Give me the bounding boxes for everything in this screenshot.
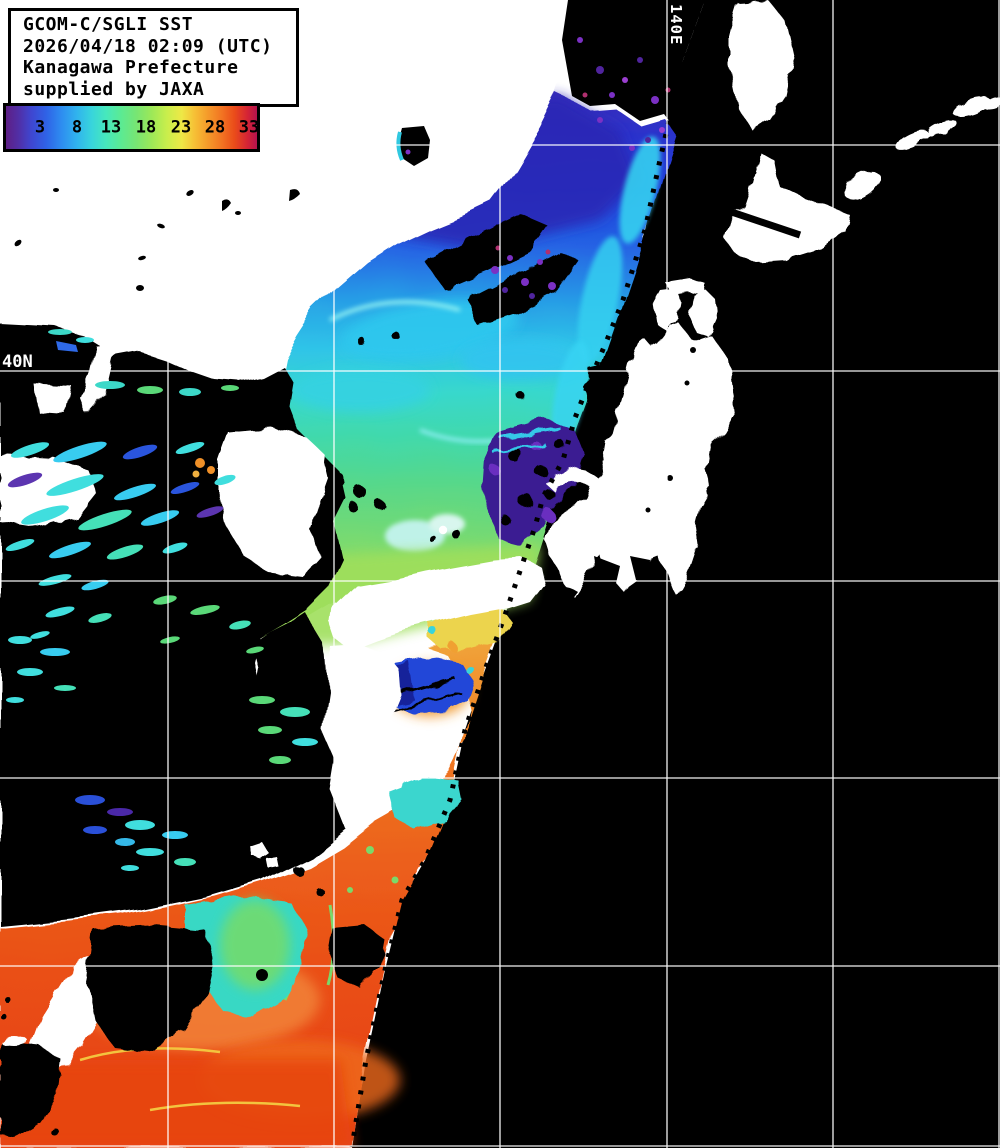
colorbar-tick: 8	[71, 117, 83, 138]
hokkaido-south-wedge	[724, 152, 850, 262]
japan-landmass	[545, 0, 1000, 597]
sado-island	[602, 436, 618, 464]
lake-towada	[690, 347, 696, 353]
latitude-label: 40N	[2, 352, 33, 372]
hokkaido-coast-island-1	[844, 170, 880, 200]
temperature-colorbar: 3 8 13 18 23 28 33	[3, 103, 260, 152]
credit-line: supplied by JAXA	[23, 78, 205, 100]
colorbar-tick: 23	[170, 117, 192, 138]
product-title: GCOM-C/SGLI SST	[23, 14, 194, 35]
north-swath-gap	[562, 0, 705, 151]
hokkaido-oshima-column	[729, 0, 794, 130]
colorbar-tick: 13	[100, 117, 122, 138]
small-islands-and-bays	[14, 126, 802, 601]
sea-island-with-cold-edge	[398, 126, 430, 166]
blue-coastal-streak	[56, 341, 78, 352]
chugoku-cloud-band	[330, 556, 544, 652]
shimokita-peninsula	[690, 290, 717, 337]
hokkaido-coast-island-3	[926, 120, 958, 136]
purple-speck-scatter-north	[577, 37, 671, 151]
location-marker	[438, 525, 448, 535]
tokyo-bay	[630, 556, 650, 584]
sagami-bay	[594, 556, 620, 592]
colorbar-tick: 33	[238, 117, 260, 138]
region-name: Kanagawa Prefecture	[23, 57, 239, 78]
honshu-north-tip	[665, 278, 706, 295]
bottom-left-black-patches	[0, 867, 385, 1138]
kyushu-cloud-blob	[326, 646, 400, 772]
coastal-purple-strip	[482, 418, 585, 545]
honshu	[545, 322, 734, 597]
colorbar-tick: 28	[204, 117, 226, 138]
observation-datetime: 2026/04/18 02:09 (UTC)	[23, 35, 273, 57]
hokkaido-coast-island-5	[983, 96, 1000, 110]
title-box: GCOM-C/SGLI SST 2026/04/18 02:09 (UTC) K…	[8, 8, 299, 107]
korea-side-cloud-blob	[218, 428, 328, 576]
purple-specks-cloudband	[491, 245, 556, 299]
hokkaido-coast-island-4	[953, 97, 991, 117]
white-cloud-patches	[0, 346, 328, 1078]
longitude-label: 140E	[667, 4, 685, 45]
colorbar-tick: 3	[34, 117, 46, 138]
cold-sst-streaks	[5, 329, 318, 871]
colorbar-tick: 18	[135, 117, 157, 138]
tsugaru-strait	[688, 194, 802, 239]
